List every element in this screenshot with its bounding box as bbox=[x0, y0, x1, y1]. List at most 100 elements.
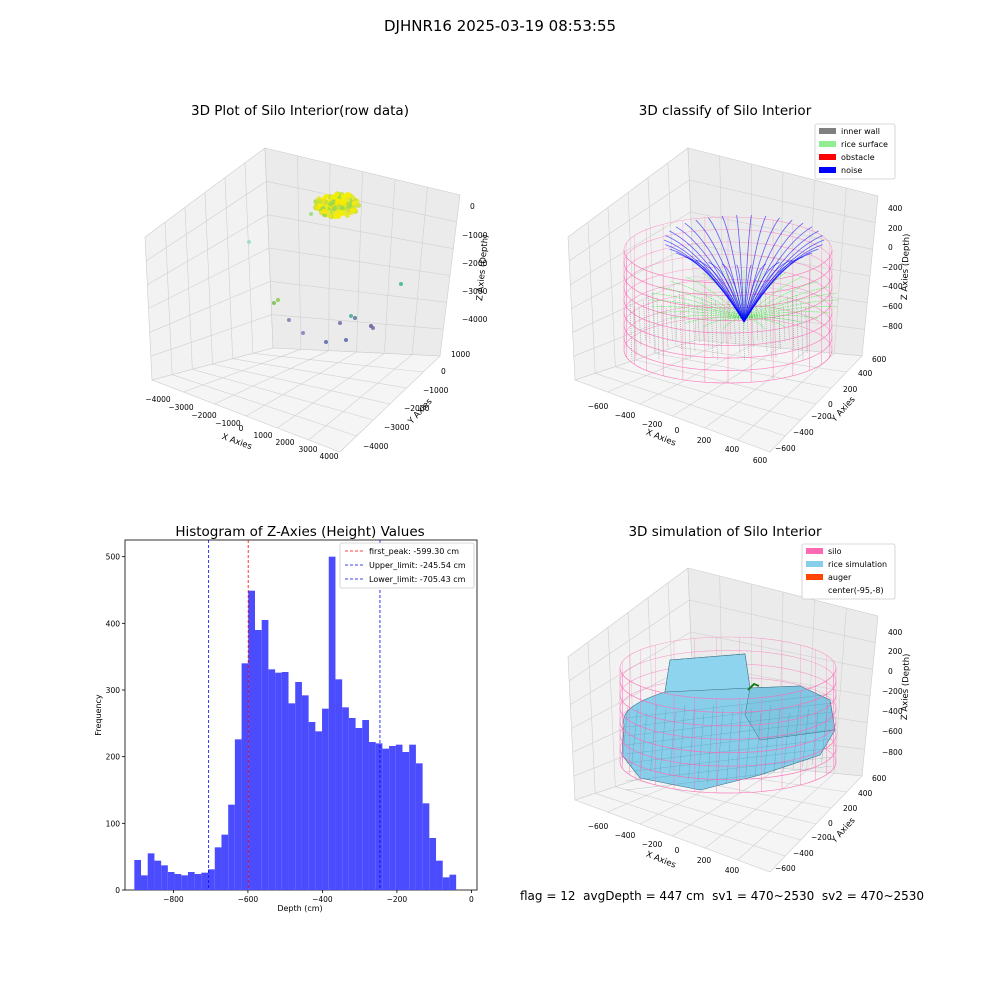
classify-ytick: 400 bbox=[858, 369, 873, 378]
histogram-bar bbox=[415, 763, 423, 890]
silo-ring-front bbox=[619, 667, 837, 700]
raw-ytick: −4000 bbox=[363, 442, 389, 451]
legend-label: obstacle bbox=[841, 153, 875, 162]
histogram-chart: Histogram of Z-Axies (Height) Values −80… bbox=[94, 524, 478, 913]
simulation-ztick: −200 bbox=[882, 687, 903, 696]
simulation-ytick: 600 bbox=[872, 774, 887, 783]
histogram-bar bbox=[409, 744, 416, 890]
inner-wall-trace bbox=[791, 292, 795, 349]
simulation-xtick: 0 bbox=[675, 846, 680, 855]
rice-surface-trace bbox=[658, 311, 745, 319]
classify-xtick: −600 bbox=[588, 402, 609, 411]
legend-swatch-auger bbox=[806, 574, 823, 580]
raw-outlier-point bbox=[371, 326, 375, 330]
histogram-bar bbox=[208, 869, 215, 890]
inner-wall-trace bbox=[661, 305, 664, 358]
histogram-bar bbox=[402, 752, 410, 890]
histogram-ytick-label: 400 bbox=[106, 619, 121, 628]
inner-wall-trace bbox=[755, 302, 759, 341]
raw-ytick: −3000 bbox=[384, 423, 410, 432]
raw-cluster-point bbox=[340, 194, 346, 200]
legend-label: rice surface bbox=[841, 140, 888, 149]
noise-trace bbox=[743, 215, 767, 323]
histogram-bar bbox=[281, 672, 289, 890]
raw-xtick: 3000 bbox=[298, 445, 317, 454]
inner-wall-trace bbox=[638, 307, 642, 346]
histogram-bar bbox=[328, 556, 336, 890]
raw-tick-labels: −4000 −3000 −2000 −1000 0 1000 2000 3000… bbox=[145, 202, 487, 461]
histogram-bar bbox=[395, 744, 403, 890]
histogram-bar bbox=[261, 620, 269, 890]
histogram-legend-label: Upper_limit: -245.54 cm bbox=[369, 561, 466, 570]
footer-sv1: sv1 = 470~2530 bbox=[712, 889, 815, 903]
histogram-bar bbox=[422, 803, 430, 890]
raw-3d-plot: −4000 −3000 −2000 −1000 0 1000 2000 3000… bbox=[144, 147, 491, 461]
inner-wall-trace bbox=[733, 293, 736, 345]
simulation-ytick: −200 bbox=[811, 833, 832, 842]
inner-wall-trace bbox=[688, 303, 691, 360]
classify-xtick: 600 bbox=[753, 456, 768, 465]
noise-trace bbox=[743, 222, 804, 323]
footer-avg-depth: avgDepth = 447 cm bbox=[583, 889, 705, 903]
inner-wall-trace bbox=[692, 307, 696, 352]
histogram-bar bbox=[322, 708, 329, 890]
simulation-ytick: 0 bbox=[828, 819, 833, 828]
histogram-legend-label: first_peak: -599.30 cm bbox=[369, 547, 459, 556]
rice-surface-trace bbox=[684, 317, 745, 324]
raw-xtick: 0 bbox=[239, 424, 244, 433]
rice-mesh-line bbox=[726, 712, 733, 784]
classify-3d-plot: −600 −400 −200 0 200 400 600 600 400 200… bbox=[567, 123, 912, 465]
histogram-bar bbox=[288, 703, 296, 890]
rice-surface-trace bbox=[743, 299, 840, 319]
simulation-ztick: −800 bbox=[882, 748, 903, 757]
rice-mesh-line bbox=[764, 704, 771, 776]
classify-ytick: 600 bbox=[872, 355, 887, 364]
raw-ztick: −4000 bbox=[462, 315, 488, 324]
raw-cluster-point bbox=[346, 203, 352, 209]
classify-ztick: −600 bbox=[882, 302, 903, 311]
histogram-ytick-label: 100 bbox=[106, 819, 121, 828]
classify-xtick: 0 bbox=[675, 426, 680, 435]
classify-ztick: 400 bbox=[888, 204, 903, 213]
histogram-bar bbox=[335, 679, 343, 890]
rice-mesh-line bbox=[621, 704, 629, 766]
raw-outlier-point bbox=[399, 282, 403, 286]
rice-surface-trace bbox=[702, 317, 745, 328]
classify-ztick: −400 bbox=[882, 282, 903, 291]
raw-cluster-point bbox=[330, 194, 336, 200]
inner-wall-trace bbox=[665, 307, 669, 349]
histogram-bar bbox=[275, 672, 282, 890]
inner-wall-trace bbox=[634, 306, 637, 356]
rice-mesh-line bbox=[625, 711, 833, 737]
noise-trace bbox=[684, 222, 745, 323]
legend-swatch-silo bbox=[806, 548, 823, 554]
noise-trace bbox=[743, 226, 813, 323]
raw-cluster-point bbox=[345, 197, 351, 203]
histogram-ytick-label: 0 bbox=[115, 886, 120, 895]
histogram-bar bbox=[301, 695, 309, 890]
rice-surface-trace bbox=[658, 286, 745, 319]
raw-outlier-point bbox=[309, 212, 313, 216]
raw-ytick: −2000 bbox=[404, 404, 430, 413]
noise-trace bbox=[669, 230, 745, 323]
inner-wall-trace bbox=[728, 299, 732, 341]
noise-trace bbox=[665, 235, 745, 323]
histogram-bar bbox=[442, 877, 450, 890]
raw-ytick: 0 bbox=[441, 367, 446, 376]
histogram-bar bbox=[154, 860, 162, 890]
raw-ztick: −3000 bbox=[462, 287, 488, 296]
rice-surface-trace bbox=[651, 292, 745, 319]
histogram-bar bbox=[134, 860, 142, 890]
simulation-xtick: 400 bbox=[725, 866, 740, 875]
histogram-ylabel: Frequency bbox=[94, 694, 103, 736]
classify-ztick: 200 bbox=[888, 224, 903, 233]
histogram-bar bbox=[181, 875, 188, 890]
histogram-bar bbox=[147, 853, 155, 890]
rice-mesh-line bbox=[745, 708, 752, 780]
rice-mesh-line bbox=[659, 708, 667, 774]
legend-label: center(-95,-8) bbox=[828, 586, 884, 595]
histogram-bar bbox=[355, 728, 363, 890]
simulation-ztick: −600 bbox=[882, 727, 903, 736]
raw-cluster-point bbox=[331, 205, 337, 212]
histogram-title: Histogram of Z-Axies (Height) Values bbox=[175, 524, 424, 540]
